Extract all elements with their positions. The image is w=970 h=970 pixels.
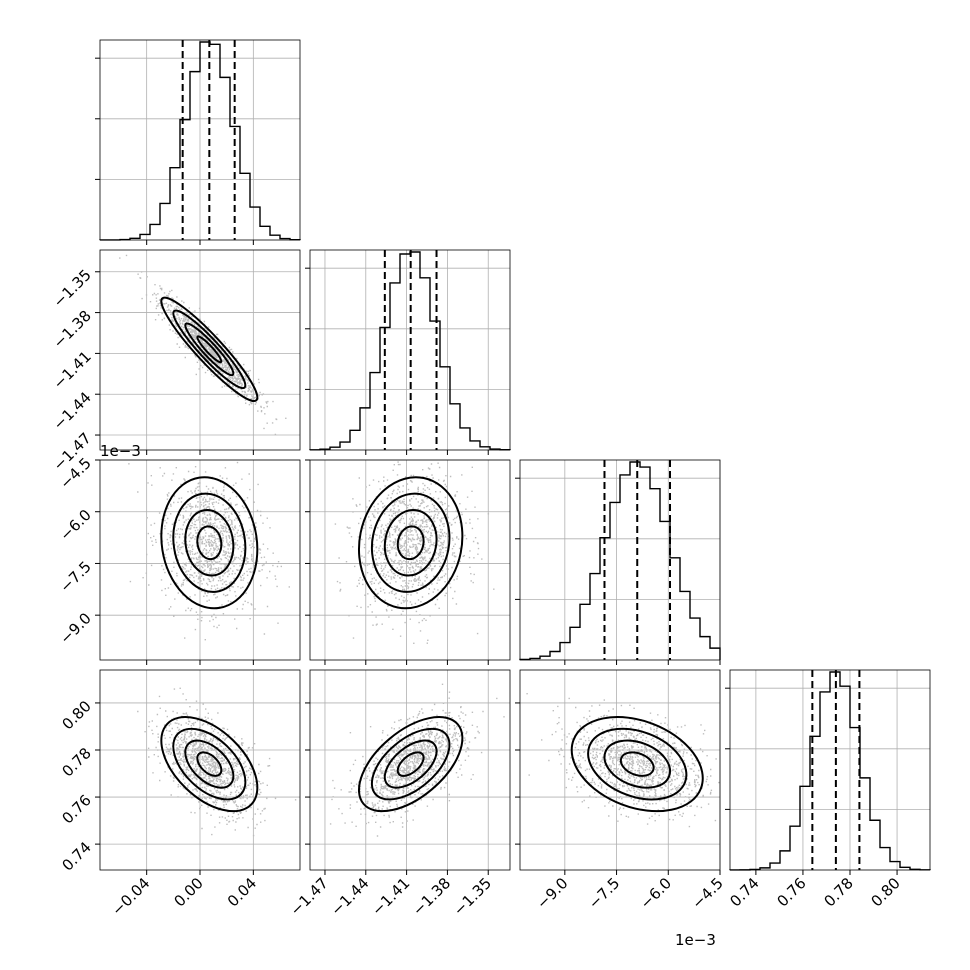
y-tick-label: −6.0 — [56, 506, 94, 544]
sample-points — [526, 693, 720, 828]
density-contour — [172, 727, 247, 801]
x-tick-label: −7.5 — [585, 874, 623, 912]
density-contour — [160, 476, 259, 610]
x-offset-text: 1e−3 — [675, 931, 716, 949]
axis-frame — [309, 249, 511, 451]
y-tick-label: −1.44 — [50, 388, 95, 433]
y-tick-label: −9.0 — [56, 609, 94, 647]
x-tick-label: −1.35 — [450, 874, 495, 919]
x-tick-label: −9.0 — [533, 874, 571, 912]
density-contour — [196, 751, 223, 777]
density-contour — [196, 525, 223, 561]
x-tick-label: −1.38 — [409, 874, 454, 919]
x-tick-label: 0.74 — [726, 874, 762, 910]
sample-points — [334, 461, 495, 644]
y-tick-label: 0.78 — [58, 744, 94, 780]
density-contour — [619, 751, 655, 777]
axis-frame — [519, 669, 721, 871]
scatter-panel-2-0: −9.0−7.5−6.0−4.51e−3 — [56, 442, 301, 665]
density-contour — [396, 525, 425, 561]
x-tick-label: 0.80 — [868, 874, 904, 910]
y-tick-label: 0.80 — [58, 697, 94, 733]
y-tick-label: 0.74 — [58, 838, 94, 874]
x-tick-label: 0.04 — [224, 874, 260, 910]
density-contour — [196, 335, 223, 364]
hist-panel-0 — [95, 39, 301, 245]
sample-points — [128, 461, 290, 641]
density-contour — [370, 727, 451, 801]
density-contour — [383, 739, 438, 789]
density-contour — [172, 309, 247, 390]
axis-frame — [309, 669, 511, 871]
density-contour — [184, 739, 235, 789]
x-tick-label: −6.0 — [637, 874, 675, 912]
x-tick-label: −1.41 — [368, 874, 413, 919]
sample-points — [137, 687, 297, 837]
density-contour — [396, 751, 425, 777]
hist-panel-1 — [305, 249, 511, 455]
axis-frame — [729, 669, 931, 871]
x-tick-label: 0.00 — [170, 874, 206, 910]
hist-panel-3: 0.74 0.76 0.78 0.80 — [725, 669, 931, 910]
density-contour — [357, 476, 464, 610]
sample-points — [329, 683, 505, 837]
density-contour — [160, 716, 259, 813]
scatter-panel-2-1 — [305, 459, 511, 665]
x-tick-label: −1.44 — [327, 874, 372, 919]
axis-frame — [309, 459, 511, 661]
density-contour — [603, 739, 672, 789]
y-offset-text: 1e−3 — [100, 442, 141, 460]
y-tick-label: 0.76 — [58, 791, 94, 827]
density-contour — [184, 322, 235, 377]
density-contour — [587, 727, 688, 801]
y-tick-label: −1.35 — [50, 266, 95, 311]
scatter-panel-1-0: −1.47−1.44−1.41−1.38−1.35 — [50, 249, 301, 474]
scatter-panel-3-2: −9.0 −7.5 −6.0 −4.5 — [515, 669, 727, 913]
x-tick-label: 0.78 — [820, 874, 856, 910]
density-contour — [160, 296, 259, 403]
axis-frame — [519, 459, 721, 661]
sample-points — [119, 254, 287, 436]
y-tick-label: −1.41 — [50, 348, 95, 393]
histogram-step — [519, 461, 721, 661]
scatter-panel-3-0: −0.04 0.00 0.04 0.74 0.76 0.78 0.80 — [58, 669, 301, 919]
x-tick-label: −4.5 — [688, 874, 726, 912]
x-tick-label: −1.47 — [287, 874, 332, 919]
x-tick-label: −0.04 — [108, 874, 153, 919]
y-tick-label: −1.38 — [50, 307, 95, 352]
density-contour — [383, 508, 438, 577]
scatter-panel-3-1: −1.47−1.44−1.41−1.38−1.35 — [287, 669, 511, 919]
histogram-step — [99, 41, 301, 241]
density-contour — [184, 508, 235, 577]
hist-panel-2 — [515, 459, 721, 665]
density-contour — [370, 492, 451, 593]
histogram-step — [729, 671, 931, 871]
density-contour — [570, 716, 704, 813]
density-contour — [172, 492, 247, 593]
x-tick-label: 0.76 — [773, 874, 809, 910]
y-tick-label: −7.5 — [56, 558, 94, 596]
density-contour — [357, 716, 464, 813]
